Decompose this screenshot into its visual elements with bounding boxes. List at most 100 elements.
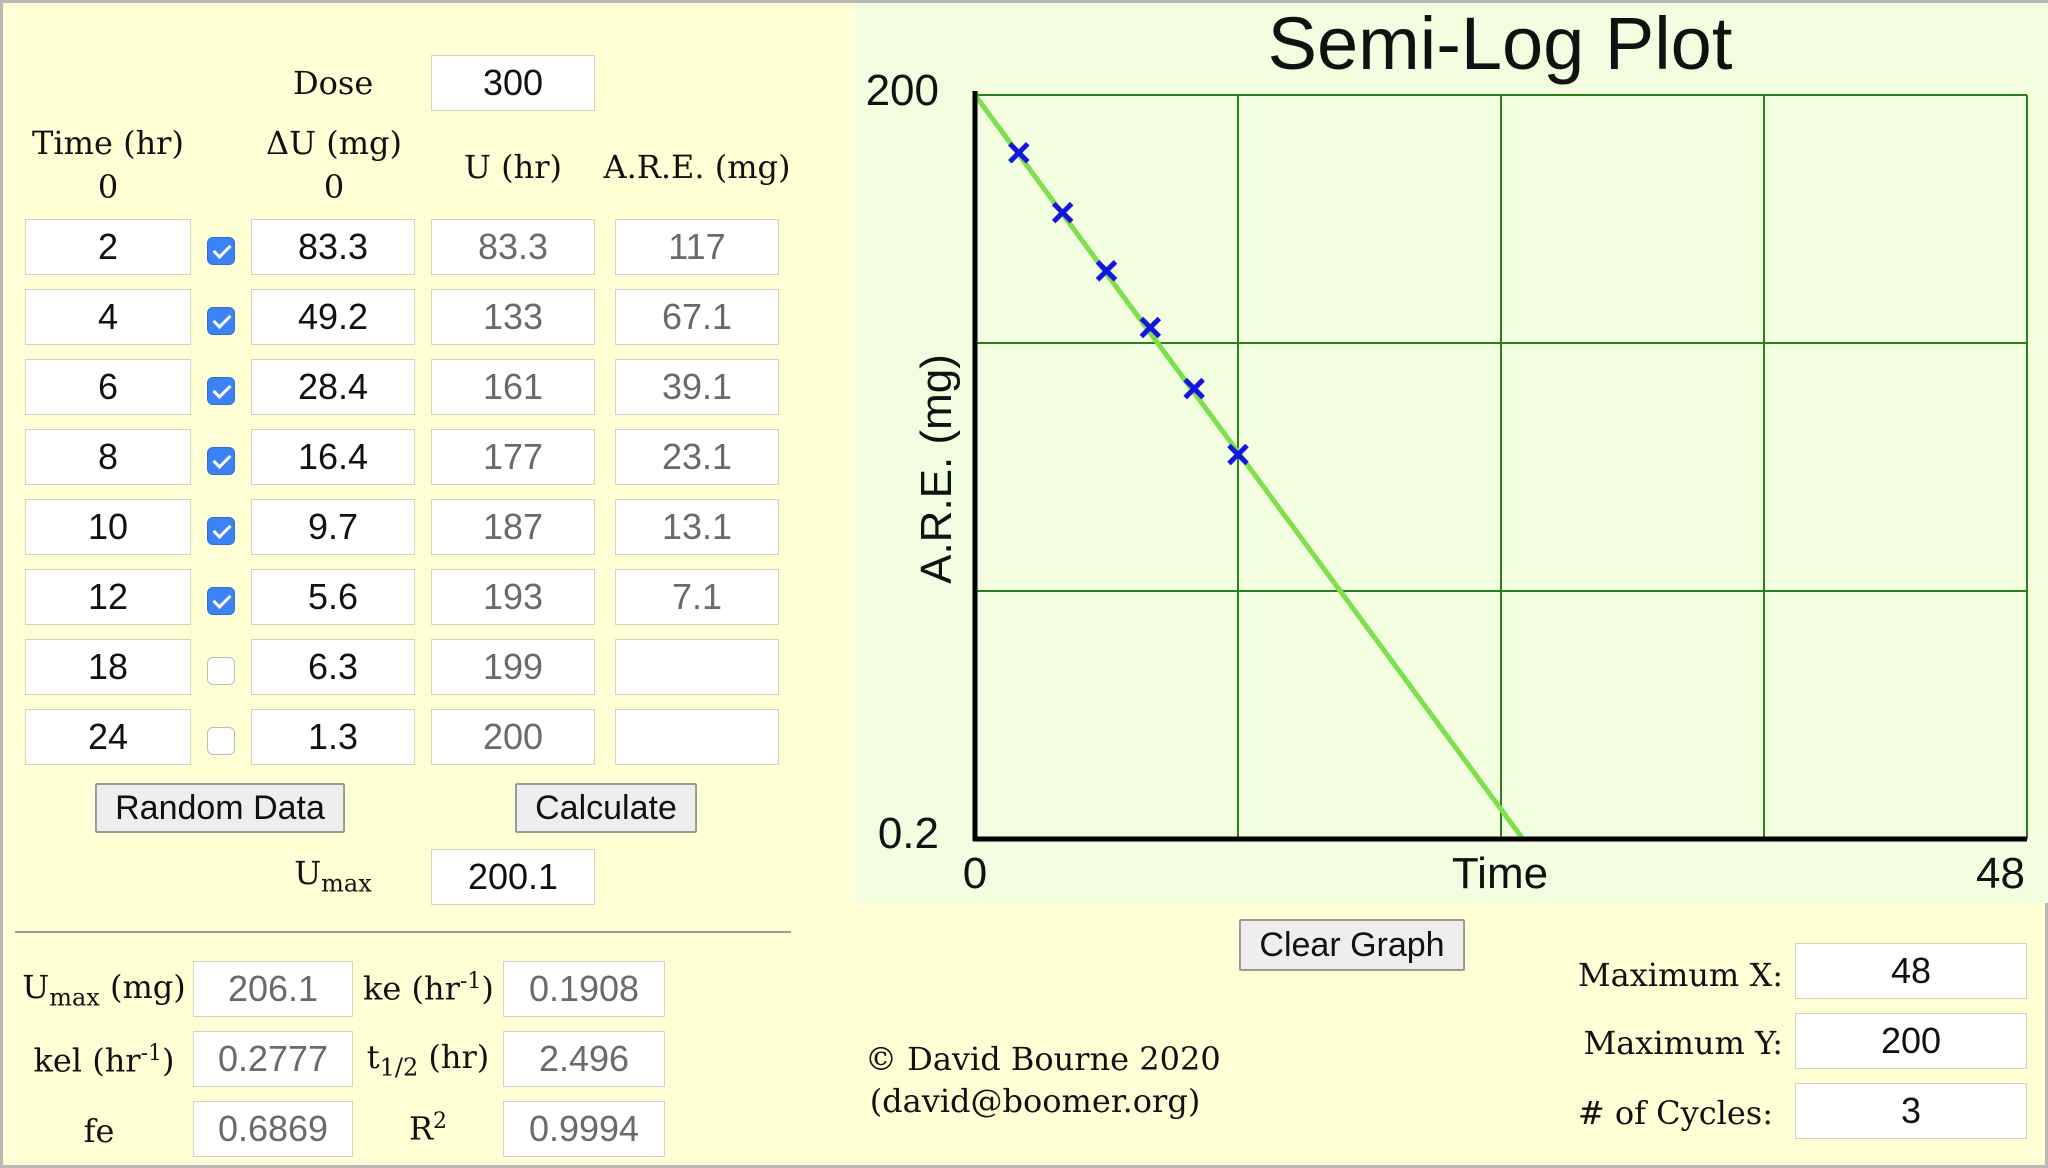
max-y-label: Maximum Y:: [1583, 1024, 1783, 1062]
umax-label: Umax: [273, 857, 393, 895]
r-squared-label: R2: [363, 1111, 493, 1145]
delta-u-input[interactable]: 9.7: [251, 499, 415, 555]
ke-label: ke (hr-1): [363, 969, 494, 1008]
umax-mg-value: 206.1: [193, 961, 353, 1017]
half-life-label-main: t: [366, 1038, 380, 1076]
ke-label-sup: -1: [459, 969, 482, 994]
max-x-input[interactable]: 48: [1795, 943, 2027, 999]
are-value: 39.1: [615, 359, 779, 415]
fe-value: 0.6869: [193, 1101, 353, 1157]
data-point-marker: [1139, 316, 1162, 339]
delta-u-input[interactable]: 49.2: [251, 289, 415, 345]
time-input[interactable]: 24: [25, 709, 191, 765]
data-point-marker: [1183, 377, 1205, 400]
time-column-header: Time (hr): [32, 124, 184, 162]
delta-u-input[interactable]: 6.3: [251, 639, 415, 695]
umax-mg-label-main: U: [22, 968, 50, 1006]
clear-graph-button[interactable]: Clear Graph: [1239, 919, 1465, 971]
data-point-marker: [1227, 443, 1249, 466]
umax-label-main: U: [294, 854, 322, 892]
kel-label: kel (hr-1): [19, 1043, 189, 1077]
y-axis-label: A.R.E. (mg): [912, 354, 961, 584]
max-y-input[interactable]: 200: [1795, 1013, 2027, 1069]
time-input[interactable]: 4: [25, 289, 191, 345]
marker-stroke: [1008, 141, 1030, 164]
time-input[interactable]: 12: [25, 569, 191, 625]
y-tick-label: 0.2: [878, 809, 939, 858]
kel-label-tail: ): [162, 1041, 175, 1080]
x-tick-label: 0: [963, 849, 987, 898]
half-life-label-sub: 1/2: [379, 1053, 419, 1082]
delta-u-input[interactable]: 83.3: [251, 219, 415, 275]
dose-label: Dose: [293, 64, 374, 102]
r-squared-value: 0.9994: [503, 1101, 665, 1157]
plot-panel: Semi-Log Plot A.R.E. (mg) Time 200 0.2 0…: [855, 3, 2048, 903]
dose-input[interactable]: 300: [431, 55, 595, 111]
delta-u-input[interactable]: 28.4: [251, 359, 415, 415]
include-point-checkbox[interactable]: [207, 587, 235, 615]
u-value: 133: [431, 289, 595, 345]
include-point-checkbox[interactable]: [207, 307, 235, 335]
x-axis-label: Time: [1452, 849, 1548, 898]
random-data-button[interactable]: Random Data: [95, 783, 345, 833]
r-squared-label-sup: 2: [433, 1109, 448, 1134]
delta-u-zero-value: 0: [323, 168, 345, 206]
x-tick-label: 48: [1976, 849, 2025, 898]
fe-label: fe: [83, 1112, 115, 1150]
umax-mg-label: Umax (mg): [19, 971, 189, 1009]
half-life-label: t1/2 (hr): [363, 1041, 493, 1079]
time-input[interactable]: 18: [25, 639, 191, 695]
half-life-value: 2.496: [503, 1031, 665, 1087]
semi-log-chart[interactable]: Semi-Log Plot A.R.E. (mg) Time 200 0.2 0…: [855, 3, 2048, 903]
r-squared-label-main: R: [408, 1109, 434, 1148]
time-zero-value: 0: [97, 168, 119, 206]
ke-label-main: ke (hr: [363, 969, 460, 1008]
divider: [15, 931, 791, 933]
delta-u-input[interactable]: 1.3: [251, 709, 415, 765]
time-input[interactable]: 8: [25, 429, 191, 485]
include-point-checkbox[interactable]: [207, 517, 235, 545]
umax-value: 200.1: [431, 849, 595, 905]
u-value: 83.3: [431, 219, 595, 275]
chart-title: Semi-Log Plot: [1268, 3, 1733, 85]
are-value: [615, 709, 779, 765]
time-input[interactable]: 6: [25, 359, 191, 415]
marker-stroke: [1139, 316, 1162, 339]
umax-mg-label-tail: (mg): [99, 968, 186, 1006]
time-input[interactable]: 10: [25, 499, 191, 555]
grid: [975, 94, 2028, 839]
delta-u-input[interactable]: 5.6: [251, 569, 415, 625]
include-point-checkbox[interactable]: [207, 447, 235, 475]
include-point-checkbox[interactable]: [207, 657, 235, 685]
ke-value: 0.1908: [503, 961, 665, 1017]
umax-label-sub: max: [321, 869, 372, 898]
u-value: 161: [431, 359, 595, 415]
include-point-checkbox[interactable]: [207, 377, 235, 405]
calculate-button[interactable]: Calculate: [515, 783, 697, 833]
umax-mg-label-sub: max: [49, 983, 100, 1012]
kel-label-sup: -1: [140, 1041, 163, 1066]
delta-u-input[interactable]: 16.4: [251, 429, 415, 485]
time-input[interactable]: 2: [25, 219, 191, 275]
include-point-checkbox[interactable]: [207, 727, 235, 755]
kel-value: 0.2777: [193, 1031, 353, 1087]
marker-stroke: [1095, 260, 1118, 282]
delta-u-column-header: ΔU (mg): [265, 124, 403, 162]
copyright-text: © David Bourne 2020: [865, 1040, 1221, 1078]
are-value: [615, 639, 779, 695]
kel-label-main: kel (hr: [33, 1041, 141, 1080]
cycles-input[interactable]: 3: [1795, 1083, 2027, 1139]
ke-label-tail: ): [481, 969, 494, 1008]
are-value: 67.1: [615, 289, 779, 345]
include-point-checkbox[interactable]: [207, 237, 235, 265]
contact-email: (david@boomer.org): [869, 1082, 1201, 1120]
marker-stroke: [1051, 201, 1074, 224]
cycles-label: # of Cycles:: [1577, 1094, 1773, 1132]
axes: [972, 91, 2027, 842]
u-value: 199: [431, 639, 595, 695]
data-point-marker: [1008, 141, 1030, 164]
y-tick-label: 200: [866, 66, 939, 115]
data-point-marker: [1095, 260, 1118, 282]
data-points: [1008, 141, 1249, 466]
